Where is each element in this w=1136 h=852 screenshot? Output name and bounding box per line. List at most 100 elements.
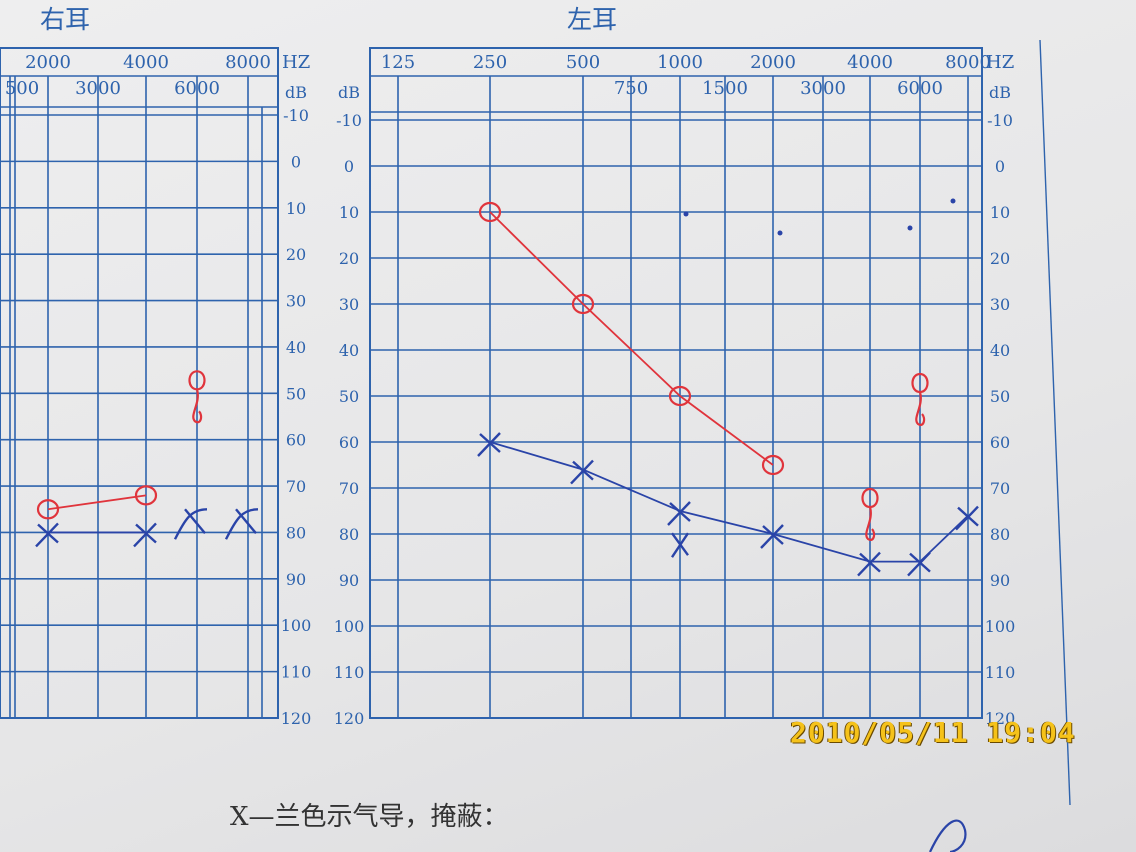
ink-dot xyxy=(907,225,913,231)
left-db-tick-right: 90 xyxy=(990,571,1010,590)
left-db-tick-right: 10 xyxy=(990,203,1010,222)
left-db-tick-left: 10 xyxy=(339,203,359,222)
left-freq-label-top: 1000 xyxy=(657,52,703,73)
left-db-tick-left: 90 xyxy=(339,571,359,590)
ink-dot xyxy=(777,230,783,236)
right-db-tick-right: -10 xyxy=(283,106,309,125)
left-bone-point xyxy=(668,385,692,407)
right-db-tick-right: 50 xyxy=(286,384,306,403)
left-freq-label-top: 125 xyxy=(381,52,415,73)
right-db-tick-right: 40 xyxy=(286,338,306,357)
left-db-tick-left: 80 xyxy=(339,525,359,544)
left-ear-title: 左耳 xyxy=(567,5,618,34)
left-db-tick-right: 40 xyxy=(990,341,1010,360)
left-freq-label-bottom: 6000 xyxy=(897,78,943,99)
right-db-tick-right: 110 xyxy=(281,663,312,682)
right-db-tick-right: 10 xyxy=(286,199,306,218)
left-masked-bone-mark xyxy=(861,487,879,541)
legend-text: X—兰色示气导，掩蔽： xyxy=(230,802,509,832)
right-db-tick-right: 120 xyxy=(281,709,312,728)
right-freq-label-bottom: 500 xyxy=(5,78,39,99)
left-db-tick-right: 80 xyxy=(990,525,1010,544)
left-freq-label-top: 4000 xyxy=(847,52,893,73)
right-bone-point xyxy=(36,499,60,520)
timestamp: 2010/05/11 19:04 xyxy=(790,716,1076,749)
left-air-point xyxy=(477,432,501,457)
left-db-tick-left: 40 xyxy=(339,341,359,360)
right-db-tick-right: 0 xyxy=(291,152,301,171)
left-freq-label-top: 2000 xyxy=(750,52,796,73)
left-bone-point xyxy=(478,201,502,223)
left-db-tick-left: 50 xyxy=(339,387,359,406)
page-margin-line xyxy=(1039,39,1071,806)
right-db-tick-right: 60 xyxy=(286,431,306,450)
left-db-tick-left: -10 xyxy=(336,111,362,130)
right-air-point xyxy=(133,522,157,548)
right-masked-air-mark xyxy=(224,508,259,540)
right-freq-label-top: 8000 xyxy=(225,52,271,73)
left-db-tick-right: 70 xyxy=(990,479,1010,498)
left-freq-label-top: 500 xyxy=(566,52,600,73)
right-db-tick-right: 100 xyxy=(281,616,312,635)
right-frame xyxy=(0,47,279,719)
left-bone-point xyxy=(761,454,785,476)
left-db-tick-right: -10 xyxy=(987,111,1013,130)
right-freq-label-bottom: 6000 xyxy=(174,78,220,99)
left-air-extra-mark xyxy=(671,532,689,558)
right-db-tick-right: 90 xyxy=(286,570,306,589)
right-db-tick-right: 70 xyxy=(286,477,306,496)
left-db-tick-left: 120 xyxy=(334,709,365,728)
right-bone-line xyxy=(47,494,147,511)
left-freq-label-bottom: 3000 xyxy=(800,78,846,99)
right-db-unit-right: dB xyxy=(285,83,307,102)
left-masked-bone-mark xyxy=(911,372,929,426)
left-hz-unit: HZ xyxy=(986,52,1014,73)
left-db-unit-right: dB xyxy=(989,83,1011,102)
left-db-tick-right: 110 xyxy=(985,663,1016,682)
left-db-tick-left: 30 xyxy=(339,295,359,314)
left-frame xyxy=(369,47,983,719)
left-freq-label-bottom: 1500 xyxy=(702,78,748,99)
ink-dot xyxy=(683,211,689,217)
right-ear-title: 右耳 xyxy=(40,5,91,34)
right-freq-label-top: 2000 xyxy=(25,52,71,73)
right-freq-label-top: 4000 xyxy=(123,52,169,73)
ink-dot xyxy=(950,198,956,204)
left-db-unit-left: dB xyxy=(338,83,360,102)
left-air-point xyxy=(760,524,784,549)
right-bone-point xyxy=(134,485,158,506)
left-db-tick-left: 110 xyxy=(334,663,365,682)
left-air-line xyxy=(489,441,969,563)
left-db-tick-right: 50 xyxy=(990,387,1010,406)
left-db-tick-right: 0 xyxy=(995,157,1005,176)
left-air-point xyxy=(570,459,594,485)
left-db-tick-right: 100 xyxy=(985,617,1016,636)
left-freq-label-bottom: 750 xyxy=(614,78,648,99)
handwriting-stroke xyxy=(929,819,967,852)
left-db-tick-left: 60 xyxy=(339,433,359,452)
left-bone-point xyxy=(571,293,595,315)
right-db-tick-right: 80 xyxy=(286,523,306,542)
left-freq-label-top: 250 xyxy=(473,52,507,73)
left-bone-line xyxy=(489,211,774,466)
left-db-tick-left: 20 xyxy=(339,249,359,268)
left-db-tick-right: 30 xyxy=(990,295,1010,314)
left-db-tick-right: 20 xyxy=(990,249,1010,268)
right-hz-unit: HZ xyxy=(282,52,310,73)
right-air-point xyxy=(35,522,59,548)
right-db-tick-right: 30 xyxy=(286,292,306,311)
left-air-point xyxy=(857,551,881,577)
right-db-tick-right: 20 xyxy=(286,245,306,264)
left-db-tick-left: 70 xyxy=(339,479,359,498)
left-db-tick-right: 60 xyxy=(990,433,1010,452)
left-db-tick-right: 120 xyxy=(985,709,1016,728)
right-masked-air-mark xyxy=(173,508,208,540)
left-db-tick-left: 100 xyxy=(334,617,365,636)
right-freq-label-bottom: 3000 xyxy=(75,78,121,99)
left-db-tick-left: 0 xyxy=(344,157,354,176)
left-air-point xyxy=(907,551,931,577)
left-air-point xyxy=(955,505,979,531)
left-freq-label-top: 8000 xyxy=(945,52,991,73)
